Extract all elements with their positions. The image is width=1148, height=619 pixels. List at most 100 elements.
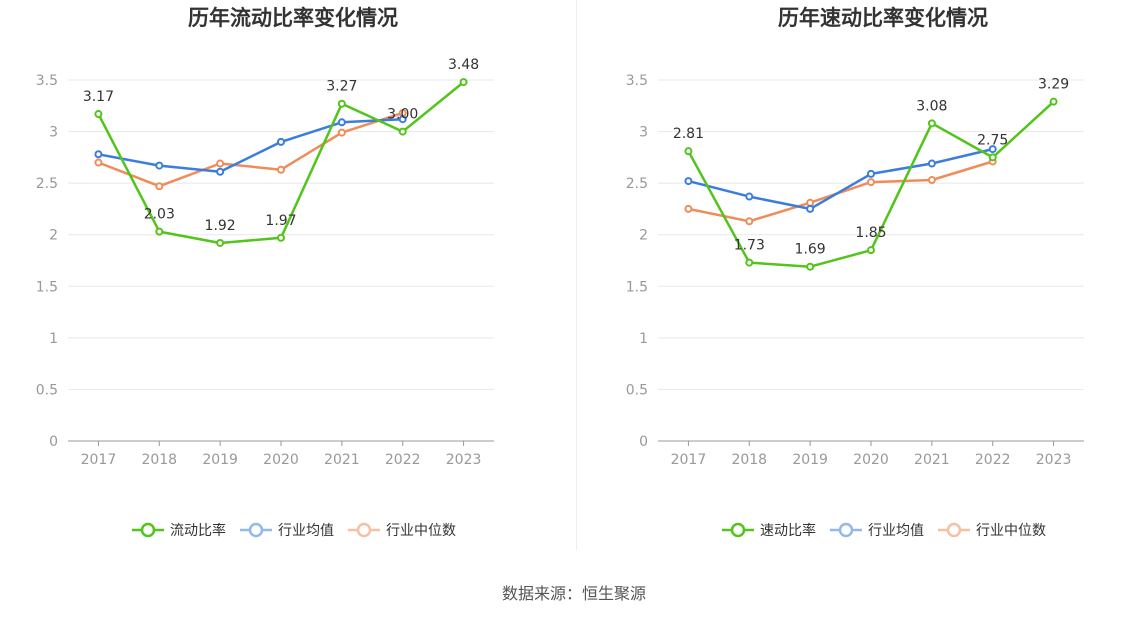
x-tick-label: 2017 xyxy=(81,452,117,468)
legend-label: 行业中位数 xyxy=(386,523,456,539)
legend-label: 行业均值 xyxy=(278,523,334,539)
data-point[interactable] xyxy=(277,233,285,242)
data-point[interactable] xyxy=(684,204,693,213)
x-tick-label: 2022 xyxy=(385,452,421,468)
legend-item-1[interactable]: 行业均值 xyxy=(830,522,924,539)
data-point[interactable] xyxy=(806,262,815,271)
data-point[interactable] xyxy=(337,128,346,137)
data-point[interactable] xyxy=(806,204,815,213)
legend-marker xyxy=(838,522,854,538)
y-tick-label: 1 xyxy=(639,331,648,347)
data-point[interactable] xyxy=(216,167,225,176)
y-tick-label: 0 xyxy=(639,434,648,450)
y-tick-label: 1 xyxy=(49,331,58,347)
x-tick-label: 2019 xyxy=(202,452,238,468)
y-tick-label: 0 xyxy=(49,434,58,450)
data-point[interactable] xyxy=(745,192,754,201)
legend-marker xyxy=(730,522,746,538)
y-tick-label: 3 xyxy=(639,125,648,141)
legend-item-2[interactable]: 行业中位数 xyxy=(938,522,1046,539)
data-point[interactable] xyxy=(1049,97,1058,106)
data-label: 3.17 xyxy=(83,89,114,105)
legend-marker xyxy=(356,522,372,538)
data-point[interactable] xyxy=(745,258,754,267)
data-point[interactable] xyxy=(94,158,103,167)
data-source-note: 数据来源：恒生聚源 xyxy=(501,584,646,603)
y-tick-label: 0.5 xyxy=(626,382,648,398)
y-tick-label: 2.5 xyxy=(36,176,58,192)
legend-item-2[interactable]: 行业中位数 xyxy=(348,522,456,539)
data-label: 2.03 xyxy=(144,207,175,223)
x-tick-label: 2023 xyxy=(446,452,482,468)
data-point[interactable] xyxy=(927,159,936,168)
data-label: 2.81 xyxy=(673,126,704,142)
x-tick-label: 2019 xyxy=(792,452,828,468)
legend-marker xyxy=(248,522,264,538)
data-point[interactable] xyxy=(155,227,164,236)
data-label: 1.73 xyxy=(734,238,765,254)
y-tick-label: 2 xyxy=(49,228,58,244)
data-label: 3.27 xyxy=(326,79,357,95)
x-tick-label: 2022 xyxy=(975,452,1011,468)
series-line-1 xyxy=(98,117,403,174)
legend-item-0[interactable]: 速动比率 xyxy=(722,522,816,539)
data-point[interactable] xyxy=(398,127,407,136)
legend-marker xyxy=(946,522,962,538)
data-point[interactable] xyxy=(277,137,285,146)
data-label: 3.48 xyxy=(448,57,479,73)
data-point[interactable] xyxy=(459,78,468,87)
data-label: 1.92 xyxy=(205,218,236,234)
data-point[interactable] xyxy=(684,177,693,186)
data-label: 1.97 xyxy=(265,213,296,229)
data-label: 1.69 xyxy=(795,242,826,258)
y-tick-label: 3 xyxy=(49,125,58,141)
current-ratio-chart-panel: 历年流动比率变化情况 0 0.5 1 1.5 2 2.5 3 3.5 2017 2018 2019 20… xyxy=(0,0,574,560)
data-point[interactable] xyxy=(684,147,693,156)
data-point[interactable] xyxy=(988,145,997,154)
legend-item-1[interactable]: 行业均值 xyxy=(240,522,334,539)
data-label: 1.85 xyxy=(855,225,886,241)
series-line-1 xyxy=(688,147,993,211)
panel-divider xyxy=(576,0,577,550)
data-point[interactable] xyxy=(988,153,997,162)
data-point[interactable] xyxy=(867,178,875,187)
legend-label: 速动比率 xyxy=(760,522,816,539)
chart-title: 历年流动比率变化情况 xyxy=(188,6,398,30)
data-point[interactable] xyxy=(277,165,285,174)
quick-ratio-chart-panel: 历年速动比率变化情况 0 0.5 1 1.5 2 2.5 3 3.5 2017 2018 2019 20… xyxy=(590,0,1148,560)
data-point[interactable] xyxy=(927,176,936,185)
data-label: 2.75 xyxy=(977,132,1008,148)
x-tick-label: 2017 xyxy=(671,452,707,468)
data-point[interactable] xyxy=(216,238,225,247)
series-line-2 xyxy=(97,111,404,188)
data-point[interactable] xyxy=(398,115,407,124)
y-tick-label: 3.5 xyxy=(626,73,648,89)
x-tick-label: 2020 xyxy=(853,452,889,468)
quick-ratio-chart: 历年速动比率变化情况 0 0.5 1 1.5 2 2.5 3 3.5 2017 2018 2019 20… xyxy=(626,6,1084,539)
data-point[interactable] xyxy=(337,118,346,127)
data-label: 3.08 xyxy=(916,98,947,114)
data-point[interactable] xyxy=(94,110,103,119)
y-tick-label: 1.5 xyxy=(36,279,58,295)
legend-item-0[interactable]: 流动比率 xyxy=(132,522,226,539)
x-tick-label: 2018 xyxy=(141,452,177,468)
legend-marker xyxy=(140,522,156,538)
data-point[interactable] xyxy=(216,159,225,168)
data-point[interactable] xyxy=(337,99,346,108)
data-point[interactable] xyxy=(806,198,815,207)
data-point[interactable] xyxy=(94,150,103,159)
data-label: 3.00 xyxy=(387,107,418,123)
data-point[interactable] xyxy=(155,161,164,170)
data-point[interactable] xyxy=(927,119,936,128)
chart-title: 历年速动比率变化情况 xyxy=(778,6,988,30)
data-point[interactable] xyxy=(867,246,875,255)
y-tick-label: 2.5 xyxy=(626,176,648,192)
x-tick-label: 2021 xyxy=(324,452,360,468)
legend-label: 行业均值 xyxy=(868,523,924,539)
data-point[interactable] xyxy=(867,169,875,178)
current-ratio-chart: 历年流动比率变化情况 0 0.5 1 1.5 2 2.5 3 3.5 2017 2018 2019 20… xyxy=(36,6,494,539)
data-point[interactable] xyxy=(745,217,754,226)
data-point[interactable] xyxy=(155,182,164,191)
x-tick-label: 2023 xyxy=(1036,452,1072,468)
legend-label: 流动比率 xyxy=(170,522,226,539)
